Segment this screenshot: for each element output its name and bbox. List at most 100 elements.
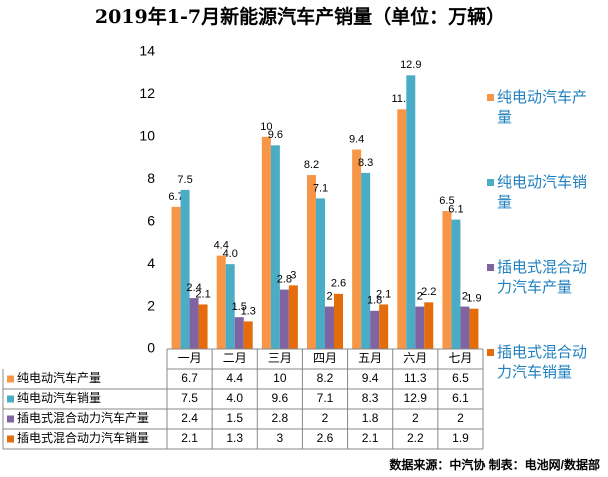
bar — [189, 298, 199, 349]
table-row-label: 纯电动汽车销量 — [17, 390, 101, 405]
bar — [234, 317, 244, 349]
table-cell: 2 — [457, 411, 464, 425]
value-label: 2 — [462, 290, 468, 302]
legend-swatch — [487, 264, 494, 271]
value-label: 3 — [290, 269, 296, 281]
bar — [352, 149, 362, 349]
table-swatch — [7, 415, 14, 423]
legend-entry: 纯电动汽车销量 — [487, 173, 597, 213]
bar — [325, 306, 334, 349]
table-cell: 9.4 — [362, 371, 379, 385]
value-label: 2.4 — [186, 282, 201, 294]
table-cell: 7.1 — [317, 391, 334, 405]
table-cell: 6.5 — [452, 371, 469, 385]
bar — [288, 285, 298, 349]
y-tick-label: 12 — [139, 85, 155, 101]
bar — [370, 310, 380, 349]
bar — [406, 75, 416, 349]
table-cell: 11.3 — [404, 371, 427, 385]
legend-label: 纯电动汽车销量 — [497, 174, 588, 211]
chart-title: 2019年1-7月新能源汽车产销量（单位：万辆） — [95, 5, 505, 28]
value-label: 4.4 — [214, 240, 229, 252]
value-label: 8.2 — [304, 159, 319, 171]
table-swatch — [7, 375, 14, 383]
bar — [270, 145, 280, 349]
bar — [307, 175, 316, 349]
table-row-label: 纯电动汽车产量 — [17, 370, 101, 385]
table-cell: 2.6 — [317, 431, 334, 445]
value-label: 2.8 — [277, 274, 292, 286]
bar — [180, 189, 190, 349]
table-cell: 2.1 — [362, 431, 379, 445]
bar — [216, 255, 226, 349]
table-cell: 1.5 — [226, 411, 243, 425]
x-tick-label: 五月 — [358, 351, 382, 365]
bar — [171, 206, 181, 349]
value-label: 7.1 — [313, 182, 328, 194]
bar — [198, 304, 208, 349]
x-tick-label: 六月 — [403, 351, 427, 365]
value-label: 8.3 — [358, 157, 373, 169]
value-label: 6.1 — [448, 203, 463, 215]
y-tick-label: 4 — [147, 255, 155, 271]
bar — [261, 136, 271, 349]
x-tick-label: 七月 — [448, 351, 472, 365]
table-cell: 6.1 — [452, 391, 469, 405]
table-cell: 4.4 — [226, 371, 243, 385]
value-label: 1.9 — [466, 293, 481, 305]
table-cell: 2.2 — [407, 431, 424, 445]
value-label: 2.6 — [331, 278, 346, 290]
value-label: 2.1 — [376, 288, 391, 300]
table-cell: 4.0 — [226, 391, 243, 405]
value-label: 4.0 — [223, 248, 238, 260]
table-cell: 6.7 — [181, 371, 198, 385]
x-tick-label: 一月 — [178, 351, 202, 365]
value-label: 9.4 — [349, 133, 364, 145]
bar — [460, 306, 470, 349]
y-tick-label: 14 — [139, 43, 155, 59]
table-cell: 8.3 — [362, 391, 379, 405]
x-tick-label: 四月 — [313, 351, 337, 365]
bar — [469, 308, 479, 349]
bar — [415, 306, 425, 349]
bar — [424, 302, 434, 349]
table-cell: 10 — [273, 371, 287, 385]
value-label: 6.7 — [168, 191, 183, 203]
value-label: 2.1 — [195, 288, 210, 300]
value-label: 2.2 — [421, 286, 436, 298]
value-label: 7.5 — [177, 174, 192, 186]
legend-label: 插电式混合动力汽车产量 — [497, 259, 588, 296]
legend-swatch — [487, 94, 494, 101]
y-tick-label: 6 — [147, 212, 155, 228]
legend-swatch — [487, 349, 494, 356]
value-label: 10 — [260, 121, 272, 133]
table-cell: 12.9 — [404, 391, 428, 405]
y-tick-label: 10 — [139, 128, 155, 144]
value-label: 2 — [326, 290, 332, 302]
legend-label: 纯电动汽车产量 — [497, 89, 588, 126]
source-note: 数据来源：中汽协 制表：电池网/数据部 — [389, 457, 600, 472]
value-label: 6.5 — [439, 195, 454, 207]
table-row-label: 插电式混合动力汽车产量 — [17, 410, 149, 425]
table-cell: 3 — [277, 431, 284, 445]
legend-entry: 纯电动汽车产量 — [487, 88, 597, 128]
value-label: 12.9 — [400, 59, 421, 71]
bar — [243, 321, 253, 349]
bar — [397, 109, 407, 350]
bar — [334, 293, 343, 349]
table-cell: 2.8 — [272, 411, 289, 425]
legend-swatch — [487, 179, 494, 186]
x-tick-label: 二月 — [223, 351, 247, 365]
table-cell: 1.3 — [226, 431, 243, 445]
value-label: 9.6 — [268, 129, 283, 141]
table-cell: 2.4 — [181, 411, 198, 425]
y-tick-label: 0 — [147, 340, 155, 356]
value-label: 2 — [417, 290, 423, 302]
table-cell: 9.6 — [272, 391, 289, 405]
table-cell: 2.1 — [181, 431, 198, 445]
value-label: 1.3 — [241, 305, 256, 317]
table-swatch — [7, 435, 14, 443]
table-cell: 2 — [322, 411, 329, 425]
